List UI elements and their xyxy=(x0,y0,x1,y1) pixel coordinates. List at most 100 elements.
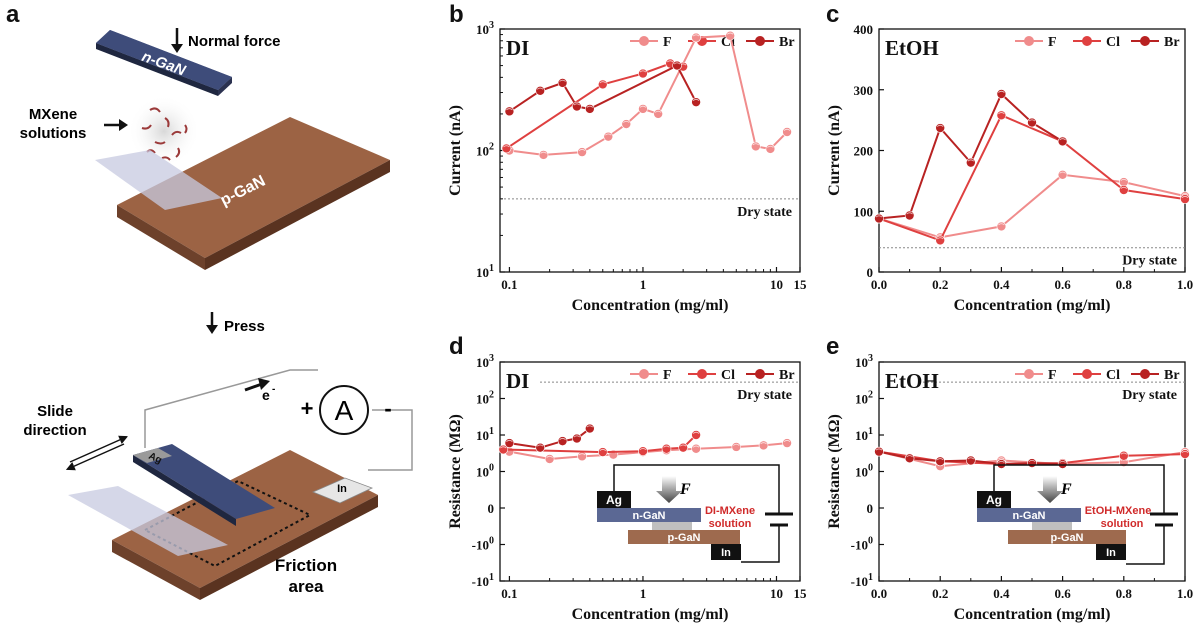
chart-c-xtick-label-2: 0.4 xyxy=(993,277,1010,292)
chart-e-ytick-label-0: 103 xyxy=(855,353,873,370)
chart-c-legend-marker-Br xyxy=(1140,36,1150,46)
inset-e-mxene-layer xyxy=(1032,522,1072,530)
chart-c-xtick-label-1: 0.2 xyxy=(932,277,948,292)
inset-e-force-label: F xyxy=(1060,481,1072,498)
chart-b-ylabel: Current (nA) xyxy=(447,105,464,196)
chart-c-xtick-label-4: 0.8 xyxy=(1116,277,1133,292)
chart-d-point-shine-Br-0 xyxy=(506,439,513,442)
circuit-wire-left xyxy=(144,369,318,448)
chart-c-legend-label-Cl: Cl xyxy=(1106,35,1120,50)
plus-sign: + xyxy=(301,396,314,421)
chart-d-ylabel: Resistance (MΩ) xyxy=(447,414,464,529)
electron-arrow xyxy=(244,382,263,392)
normal-force-arrowhead xyxy=(171,44,183,53)
mxene-arrowhead xyxy=(119,119,128,131)
mxene-flakes xyxy=(141,107,188,161)
chart-d-ytick-label-3: 100 xyxy=(476,463,494,480)
n-gan-block-top: n-GaN xyxy=(96,30,232,96)
electron-sup: - xyxy=(272,384,275,395)
chart-e-xtick-label-4: 0.8 xyxy=(1116,586,1133,601)
chart-e-legend-label-Cl: Cl xyxy=(1106,368,1120,383)
chart-c-ylabel: Current (nA) xyxy=(826,105,843,196)
chart-c-ytick-label-3: 300 xyxy=(854,83,874,98)
chart-d-ytick-label-6: -101 xyxy=(472,572,494,589)
chart-c-legend-marker-F xyxy=(1024,36,1034,46)
chart-b-legend-label-F: F xyxy=(663,35,672,50)
chart-e-ylabel: Resistance (MΩ) xyxy=(826,414,843,529)
inset-d-p-gan xyxy=(628,530,740,544)
chart-c-legend-label-Br: Br xyxy=(1164,35,1180,50)
chart-e-xtick-label-0: 0.0 xyxy=(871,586,887,601)
electron-arrowhead xyxy=(258,378,270,390)
chart-d-point-shine-F-2 xyxy=(578,453,586,456)
inset-d-n-gan-label: n-GaN xyxy=(633,510,666,522)
chart-d-point-shine-Cl-5 xyxy=(692,431,700,434)
chart-d-legend-marker-F xyxy=(639,369,649,379)
chart-c-point-shine-F-3 xyxy=(1059,171,1066,174)
inset-d-in-block xyxy=(711,544,741,560)
chart-c-point-shine-Br-1 xyxy=(906,212,913,215)
chart-b-legend-marker-F xyxy=(639,36,649,46)
circuit-wire-right xyxy=(368,409,413,471)
chart-c-legend-marker-Cl xyxy=(1082,36,1092,46)
chart-c-point-shine-F-2 xyxy=(998,223,1005,226)
electron-label: e xyxy=(262,387,270,403)
chart-c-point-shine-Br-5 xyxy=(1028,119,1036,122)
chart-b-xtick-label-1: 1 xyxy=(640,277,647,292)
chart-b-point-shine-Cl-3 xyxy=(666,60,674,63)
glass-slide-top xyxy=(95,150,222,210)
chart-d-ytick-label-0: 103 xyxy=(476,353,494,370)
chart-b-point-shine-F-1 xyxy=(540,151,547,154)
chart-b-point-shine-Br-6 xyxy=(692,98,700,102)
chart-c-point-shine-F-4 xyxy=(1120,178,1128,181)
mxene-label-2: solutions xyxy=(20,125,87,142)
chart-c-ytick-label-1: 100 xyxy=(854,204,874,219)
chart-d-ytick-label-1: 102 xyxy=(476,390,494,407)
chart-b-dry-label: Dry state xyxy=(737,205,792,220)
chart-e-title: EtOH xyxy=(885,369,939,393)
chart-d-legend-label-Cl: Cl xyxy=(721,368,735,383)
chart-e-point-shine-Br-2 xyxy=(936,458,944,461)
chart-c-xlabel: Concentration (mg/ml) xyxy=(954,297,1111,314)
chart-b-xtick-label-0: 0.1 xyxy=(501,277,517,292)
chart-d-point-shine-F-9 xyxy=(783,439,791,442)
chart-d-point-shine-Cl-2 xyxy=(639,447,647,451)
chart-e-ytick-label-4: 0 xyxy=(867,501,874,516)
chart-e-point-shine-Br-3 xyxy=(967,457,975,460)
chart-c-point-shine-Cl-2 xyxy=(998,112,1005,115)
chart-b-xtick-label-3: 15 xyxy=(794,277,808,292)
inset-e-n-gan-label: n-GaN xyxy=(1013,510,1046,522)
chart-b-point-shine-Cl-2 xyxy=(639,70,647,73)
panel-label-b: b xyxy=(449,1,464,28)
circuit-inset-e: Ag n-GaN p-GaN In F EtOH-MXene solution xyxy=(977,464,1178,565)
inset-e-in-label: In xyxy=(1106,547,1116,559)
schematic-panel: Normal force n-GaN MXene solutions p-GaN xyxy=(20,28,413,600)
inset-e-wire-top xyxy=(993,464,1165,514)
chart-d-point-shine-Br-2 xyxy=(559,437,566,440)
inset-d-force-label: F xyxy=(679,481,691,498)
slide-label-1: Slide xyxy=(37,403,73,420)
circuit-inset-d: Ag n-GaN p-GaN In F DI-MXene solution xyxy=(597,464,793,563)
chart-e-point-shine-Br-6 xyxy=(1059,460,1066,463)
chart-c-series-line-F xyxy=(878,173,1186,239)
chart-e-point-shine-Cl-4 xyxy=(1120,452,1128,455)
inset-e-solution-label-2: solution xyxy=(1101,518,1144,530)
chart-b-point-shine-F-3 xyxy=(604,133,612,136)
inset-e-solution-label-1: EtOH-MXene xyxy=(1085,505,1152,517)
chart-e-legend-marker-Br xyxy=(1140,369,1150,379)
chart-b-point-shine-Br-0 xyxy=(506,108,513,111)
chart-e-ytick-label-1: 102 xyxy=(855,390,873,407)
chart-c-series-line-Cl xyxy=(878,114,1186,242)
chart-e-ytick-label-2: 101 xyxy=(855,426,873,443)
chart-e-ytick-label-3: 100 xyxy=(855,463,873,480)
chart-b-point-shine-F-5 xyxy=(639,105,647,108)
slide-arrow-right xyxy=(69,435,129,463)
chart-c-point-shine-Br-2 xyxy=(936,124,944,127)
chart-b-point-shine-F-6 xyxy=(654,110,662,113)
chart-c-legend-label-F: F xyxy=(1048,35,1057,50)
chart-d-point-shine-F-6 xyxy=(692,445,700,448)
chart-d-point-shine-Br-4 xyxy=(586,425,594,428)
chart-e-ytick-label-5: -100 xyxy=(851,536,873,553)
panel-label-e: e xyxy=(826,333,839,360)
